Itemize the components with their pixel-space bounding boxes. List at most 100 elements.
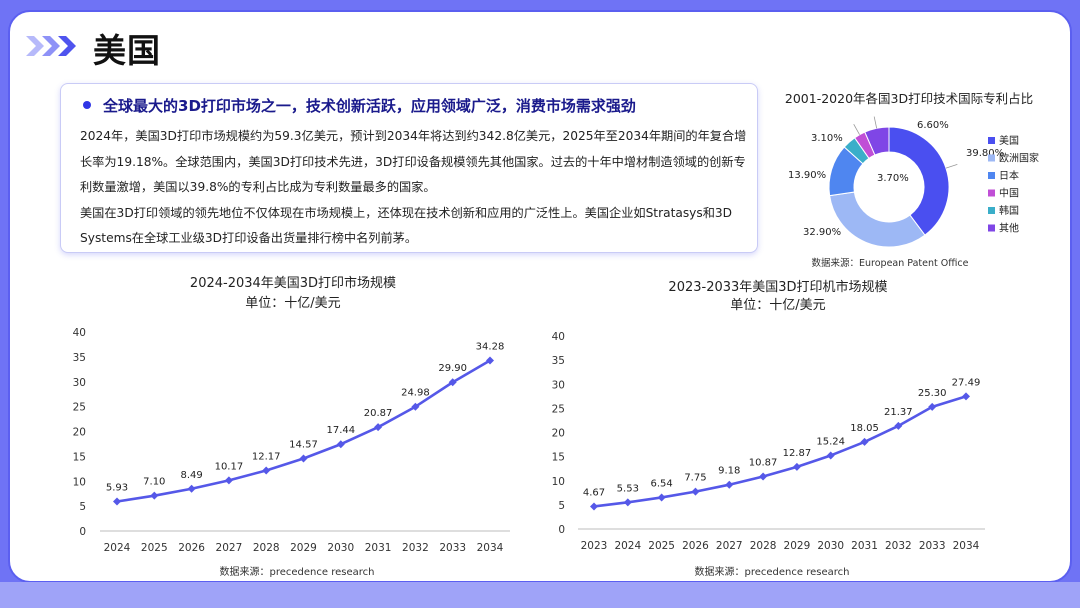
data-point xyxy=(486,356,494,365)
data-point xyxy=(590,502,598,511)
data-point xyxy=(826,451,835,460)
x-tick-label: 2028 xyxy=(253,542,280,554)
x-tick-label: 2025 xyxy=(141,542,168,554)
headline-text: 全球最大的3D打印市场之一，技术创新活跃，应用领域广泛，消费市场需求强劲 xyxy=(103,97,636,115)
data-label: 21.37 xyxy=(884,407,913,418)
y-tick-label: 0 xyxy=(558,524,565,536)
x-tick-label: 2026 xyxy=(178,542,205,554)
chart-subtitle: 单位：十亿/美元 xyxy=(245,296,340,311)
y-tick-label: 0 xyxy=(79,526,86,538)
data-point xyxy=(725,480,734,489)
chevrons-icon xyxy=(26,36,76,56)
data-label: 20.87 xyxy=(364,408,393,419)
bottom-band xyxy=(0,582,1080,608)
chart-title: 2024-2034年美国3D打印市场规模 xyxy=(190,275,396,291)
y-tick-label: 40 xyxy=(73,327,86,339)
x-tick-label: 2032 xyxy=(885,540,912,552)
x-tick-label: 2027 xyxy=(716,540,743,552)
chart-title: 2001-2020年各国3D打印技术国际专利占比 xyxy=(785,91,1033,106)
slice-label: 3.10% xyxy=(811,133,843,144)
x-tick-label: 2024 xyxy=(104,542,131,554)
slice-label: 6.60% xyxy=(917,120,949,131)
headline: 全球最大的3D打印市场之一，技术创新活跃，应用领域广泛，消费市场需求强劲 xyxy=(83,95,636,116)
data-label: 6.54 xyxy=(651,478,673,489)
x-tick-label: 2025 xyxy=(648,540,675,552)
legend-swatch xyxy=(988,137,995,144)
data-point xyxy=(759,472,768,481)
y-tick-label: 15 xyxy=(73,451,86,463)
y-tick-label: 10 xyxy=(552,476,565,488)
summary-box: 全球最大的3D打印市场之一，技术创新活跃，应用领域广泛，消费市场需求强劲 202… xyxy=(60,83,758,253)
legend-swatch xyxy=(988,172,995,179)
pie-slice xyxy=(888,126,950,236)
data-label: 10.87 xyxy=(749,458,778,469)
data-point xyxy=(792,462,801,471)
y-tick-label: 35 xyxy=(73,352,86,364)
data-label: 7.10 xyxy=(143,477,165,488)
legend-label: 欧洲国家 xyxy=(999,152,1039,165)
data-label: 7.75 xyxy=(684,473,706,484)
x-tick-label: 2032 xyxy=(402,542,429,554)
data-label: 15.24 xyxy=(816,436,845,447)
pie-slice xyxy=(864,126,890,156)
x-tick-label: 2023 xyxy=(581,540,608,552)
y-tick-label: 20 xyxy=(73,427,86,439)
data-point xyxy=(962,392,970,401)
chart-source: 数据来源：precedence research xyxy=(695,565,850,578)
data-label: 24.98 xyxy=(401,388,430,399)
x-tick-label: 2026 xyxy=(682,540,709,552)
leader-line xyxy=(853,124,860,135)
legend-label: 中国 xyxy=(999,187,1019,200)
chart-source: 数据来源：European Patent Office xyxy=(812,257,969,269)
data-point xyxy=(374,423,383,432)
y-tick-label: 10 xyxy=(73,476,86,488)
data-point xyxy=(928,402,937,411)
x-tick-label: 2027 xyxy=(216,542,243,554)
chart-source: 数据来源：precedence research xyxy=(220,565,375,578)
data-label: 5.53 xyxy=(617,483,639,494)
paragraph: 美国在3D打印领域的领先地位不仅体现在市场规模上，还体现在技术创新和应用的广泛性… xyxy=(80,205,733,246)
slice-label: 32.90% xyxy=(803,227,841,238)
y-tick-label: 20 xyxy=(552,428,565,440)
data-label: 25.30 xyxy=(918,388,947,399)
legend-label: 其他 xyxy=(999,222,1019,235)
chart-title: 2023-2033年美国3D打印机市场规模 xyxy=(668,279,887,295)
data-label: 5.93 xyxy=(106,482,128,493)
data-label: 12.87 xyxy=(783,448,812,459)
bullet-icon xyxy=(83,100,91,109)
paragraph: 2024年，美国3D打印市场规模约为59.3亿美元，预计到2034年将达到约34… xyxy=(80,129,747,194)
data-point xyxy=(448,378,457,387)
data-label: 14.57 xyxy=(289,440,318,451)
y-tick-label: 30 xyxy=(73,377,86,389)
data-label: 17.44 xyxy=(326,425,355,436)
y-tick-label: 25 xyxy=(552,403,565,415)
y-tick-label: 25 xyxy=(73,402,86,414)
x-tick-label: 2031 xyxy=(851,540,878,552)
x-tick-label: 2030 xyxy=(327,542,354,554)
y-tick-label: 40 xyxy=(552,331,565,343)
x-tick-label: 2030 xyxy=(817,540,844,552)
data-point xyxy=(860,437,869,446)
legend-label: 美国 xyxy=(999,134,1019,147)
summary-text: 2024年，美国3D打印市场规模约为59.3亿美元，预计到2034年将达到约34… xyxy=(80,124,750,252)
data-label: 8.49 xyxy=(180,470,202,481)
data-point xyxy=(657,493,666,502)
legend-swatch xyxy=(988,189,995,197)
legend-swatch xyxy=(988,154,995,162)
series-line xyxy=(593,395,967,508)
data-point xyxy=(113,497,121,506)
y-tick-label: 35 xyxy=(552,355,565,367)
data-point xyxy=(336,440,345,449)
data-point xyxy=(187,484,196,493)
y-tick-label: 30 xyxy=(552,379,565,391)
slice-label: 39.80% xyxy=(966,148,1004,159)
y-tick-label: 15 xyxy=(552,452,565,464)
x-tick-label: 2033 xyxy=(919,540,946,552)
x-tick-label: 2034 xyxy=(477,542,504,554)
printer-market-chart: 2023-2033年美国3D打印机市场规模 单位：十亿/美元 数据来源：prec… xyxy=(552,279,985,578)
data-label: 18.05 xyxy=(850,423,879,434)
x-tick-label: 2033 xyxy=(439,542,466,554)
data-point xyxy=(691,487,700,496)
data-label: 34.28 xyxy=(476,341,505,352)
pie-slice xyxy=(829,191,926,248)
